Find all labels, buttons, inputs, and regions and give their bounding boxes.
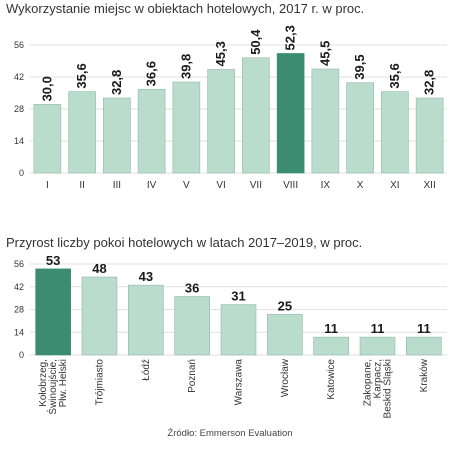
chart2-ytick-label: 28 [14,305,24,315]
chart2-category-label: Łódź [141,359,152,381]
chart1-bar [415,97,444,174]
chart1-value-label: 45,3 [213,41,228,66]
chart1-value-label: 39,8 [178,54,193,79]
chart1-bar [381,91,409,174]
chart1-bar [33,104,62,174]
chart1-ytick-label: 42 [14,72,24,82]
chart2-value-label: 53 [46,253,60,268]
chart1-ytick-label: 28 [14,104,24,114]
chart1-plot: 0 14 28 42 56 30,0 I 35,6 II 32,8 III 36,6 IV 39,8 V 45… [14,25,447,191]
chart2-category-label: Warszawa [234,359,245,406]
chart1-ytick-label: 56 [14,40,24,50]
chart2-bar [359,336,396,356]
chart2-bar [220,304,257,356]
chart1-value-label: 35,6 [387,63,402,88]
chart2-value-label: 36 [185,281,199,296]
chart1-bar [276,53,305,174]
chart2-value-label: 31 [231,289,245,304]
chart2-bar [406,336,442,356]
chart2-category-label: Płw. Helski [58,359,69,407]
chart1-title: Wykorzystanie miejsc w obiektach hotelow… [6,1,364,16]
chart2-ytick-label: 14 [14,327,24,337]
chart1-bar [207,69,235,174]
chart1-value-label: 32,8 [109,70,124,95]
chart1-category-label: X [357,180,364,191]
chart2-category-label: Poznań [187,359,198,393]
chart2-category-label: Świnoujście, [46,359,59,415]
chart1-value-label: 35,6 [74,63,89,88]
chart2-value-label: 11 [324,321,338,336]
chart1-category-label: II [79,180,85,191]
chart1-value-label: 32,8 [422,70,437,95]
chart2-category-label: Kołobrzeg, [38,359,49,407]
chart1-category-label: IV [147,180,157,191]
chart1-category-label: V [183,180,190,191]
chart1-category-label: VI [216,180,225,191]
chart1-value-label: 36,6 [144,61,159,86]
chart1-bar [311,68,340,174]
chart1-bar [242,57,270,174]
chart2-ytick-label: 56 [14,259,24,269]
chart2-bar [267,314,303,356]
chart1-value-label: 52,3 [283,25,298,50]
chart2-bar [174,296,210,356]
chart1-category-label: IX [321,180,331,191]
chart1-value-label: 45,5 [317,41,332,66]
chart2-value-label: 48 [92,261,106,276]
chart1-ytick-label: 14 [14,136,24,146]
source-note: Źródło: Emmerson Evaluation [167,428,292,439]
chart1-bar [346,82,374,174]
chart2-plot: 0 14 28 42 56 53 Kołobrzeg, Świnoujście,Płw. He… [14,253,447,418]
chart2-value-label: 25 [278,298,292,313]
chart1-value-label: 50,4 [248,29,263,55]
chart2-category-label: Beskid Śląski [381,359,394,418]
chart1-category-label: XI [390,180,399,191]
chart1-bar [172,81,201,174]
chart2-value-label: 43 [139,269,153,284]
chart1-value-label: 30,0 [39,76,54,101]
chart2-value-label: 11 [417,321,431,336]
chart1-ytick-label: 0 [19,168,24,178]
chart2-category-label: Kraków [419,358,430,392]
chart1-value-label: 39,5 [352,54,367,79]
chart1-category-label: I [46,180,49,191]
chart1-category-label: XII [424,180,436,191]
chart2-category-label: Karpacz, [373,359,384,398]
chart2-category-label: Katowice [326,359,337,400]
chart1-category-label: VII [250,180,262,191]
chart2-category-label: Trójmiasto [95,359,106,406]
chart2-bar [128,284,164,356]
chart1-bar [68,91,96,174]
chart2-category-label: Zakopane, [363,359,374,406]
chart1-bar [137,89,166,174]
chart2-bar [313,336,349,356]
chart1-category-label: III [113,180,121,191]
chart2-bar [35,268,71,356]
chart2-category-label: Wrocław [280,358,291,397]
chart1-category-label: VIII [283,180,298,191]
chart2-value-label: 11 [371,321,385,336]
chart2-title: Przyrost liczby pokoi hotelowych w latac… [6,235,362,250]
chart2-ytick-label: 42 [14,282,24,292]
chart2-ytick-label: 0 [19,350,24,360]
chart1-bar [103,97,131,174]
chart2-bar [81,276,118,356]
